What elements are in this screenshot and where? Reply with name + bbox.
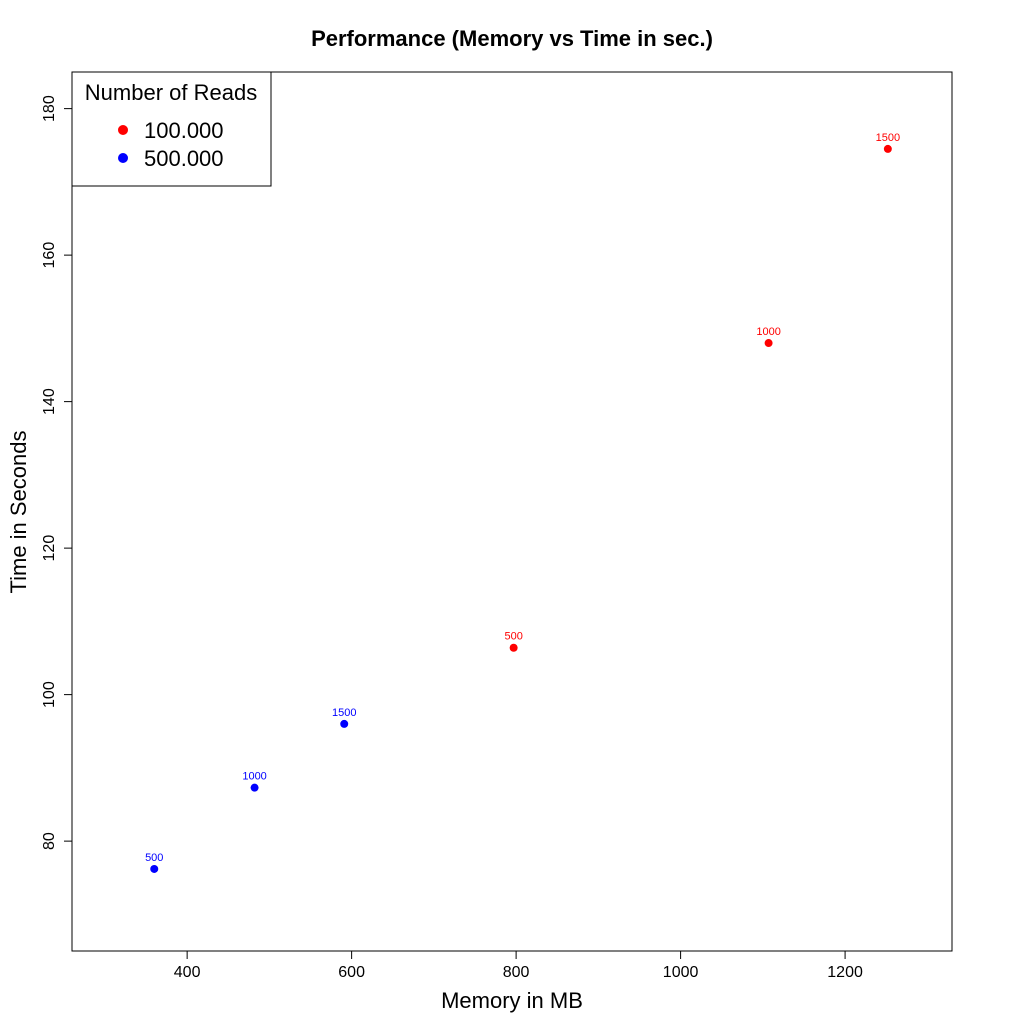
legend-label-500000: 500.000: [144, 146, 224, 171]
point-label-series1-500: 500: [145, 852, 163, 864]
point-series0-1000: [764, 339, 773, 348]
legend-marker-red: [118, 125, 128, 135]
y-axis: 80 100 120 140 160 180: [41, 95, 73, 850]
x-tick-label-400: 400: [174, 964, 201, 981]
point-series1-500: [150, 864, 159, 873]
point-series0-500: [509, 643, 518, 652]
y-tick-label-80: 80: [41, 832, 58, 850]
point-series1-1000: [250, 783, 259, 792]
plot-area-border: [71, 71, 953, 952]
y-tick-label-100: 100: [41, 681, 58, 708]
x-axis: 400 600 800 1000 1200: [174, 950, 863, 981]
legend-box: [71, 71, 272, 187]
x-tick-label-1200: 1200: [827, 964, 863, 981]
legend-label-100000: 100.000: [144, 118, 224, 143]
y-tick-label-140: 140: [41, 388, 58, 415]
legend-title: Number of Reads: [85, 80, 257, 105]
point-series0-1500: [883, 144, 892, 153]
y-tick-label-160: 160: [41, 242, 58, 269]
point-label-series1-1500: 1500: [332, 707, 356, 719]
point-label-series1-1000: 1000: [242, 771, 266, 783]
x-tick-label-800: 800: [503, 964, 530, 981]
point-label-series0-500: 500: [504, 631, 522, 643]
x-tick-label-1000: 1000: [663, 964, 699, 981]
x-tick-label-600: 600: [338, 964, 365, 981]
legend-marker-blue: [118, 153, 128, 163]
data-points: 500 1000 1500 500 1000 1500: [145, 132, 900, 873]
legend: Number of Reads 100.000 500.000: [71, 71, 272, 187]
point-label-series0-1500: 1500: [876, 132, 900, 144]
y-axis-label: Time in Seconds: [6, 430, 31, 593]
y-tick-label-120: 120: [41, 535, 58, 562]
chart-title: Performance (Memory vs Time in sec.): [311, 26, 713, 51]
point-label-series0-1000: 1000: [756, 326, 780, 338]
y-tick-label-180: 180: [41, 95, 58, 122]
point-series1-1500: [340, 719, 349, 728]
x-axis-label: Memory in MB: [441, 988, 583, 1013]
